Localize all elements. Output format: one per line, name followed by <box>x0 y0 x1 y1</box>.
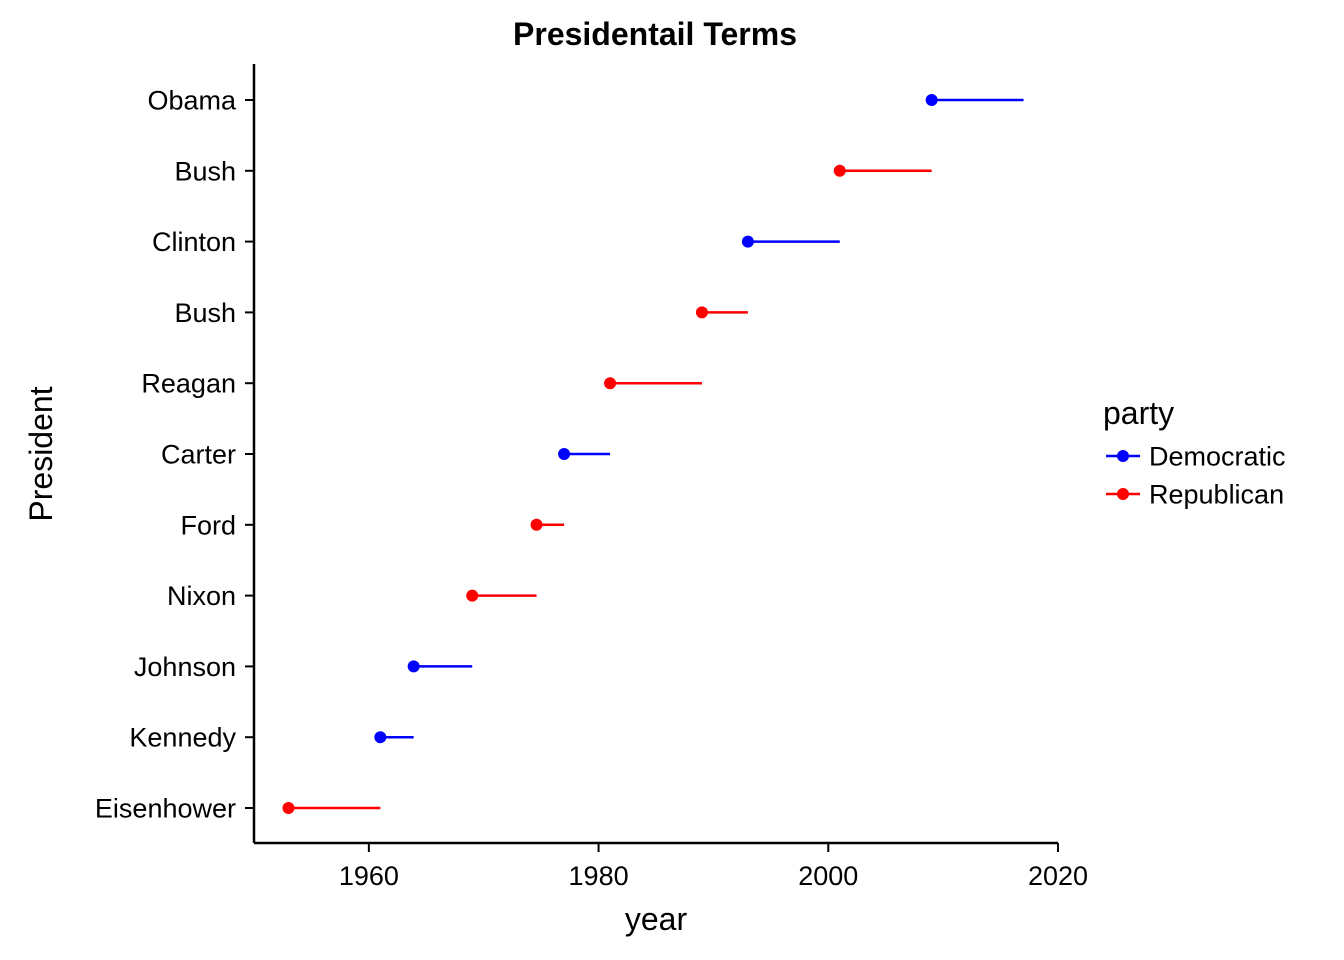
y-tick-label: Carter <box>161 440 236 470</box>
x-tick-label: 2000 <box>798 861 858 891</box>
legend-entry-label: Republican <box>1149 480 1284 510</box>
y-tick-label: Bush <box>174 298 236 328</box>
chart-title: Presidentail Terms <box>513 16 797 52</box>
y-tick-label: Clinton <box>152 227 236 257</box>
y-tick-label: Reagan <box>141 369 236 399</box>
y-tick-label: Obama <box>147 86 237 116</box>
y-tick-label: Bush <box>174 156 236 186</box>
legend-key-point <box>1117 450 1129 462</box>
term-start-point <box>741 235 754 248</box>
y-axis-label: President <box>23 386 59 521</box>
term-start-point <box>925 94 938 106</box>
y-tick-label: Ford <box>180 510 236 540</box>
term-start-point <box>282 802 295 814</box>
term-start-point <box>604 377 617 390</box>
legend-title: party <box>1103 395 1174 431</box>
legend-key-point <box>1117 488 1129 500</box>
legend: party Democratic Republican <box>1103 395 1286 510</box>
x-tick-label: 1960 <box>339 861 399 891</box>
term-start-point <box>466 589 479 602</box>
y-tick-label: Nixon <box>167 581 236 611</box>
term-start-point <box>695 306 708 319</box>
x-tick-label: 2020 <box>1028 861 1088 891</box>
term-start-point <box>530 518 543 531</box>
y-tick-label: Eisenhower <box>95 794 236 824</box>
x-tick-label: 1980 <box>569 861 629 891</box>
y-tick-label: Kennedy <box>129 723 236 753</box>
plot-area: 1960 1980 2000 2020 Eisenhower Kennedy Johnson… <box>95 64 1088 891</box>
x-axis-label: year <box>625 901 688 937</box>
legend-entry-label: Democratic <box>1149 442 1286 472</box>
y-tick-label: Johnson <box>134 652 236 682</box>
term-start-point <box>374 731 387 744</box>
term-start-point <box>833 164 846 177</box>
term-start-point <box>407 660 420 673</box>
term-start-point <box>558 448 571 460</box>
